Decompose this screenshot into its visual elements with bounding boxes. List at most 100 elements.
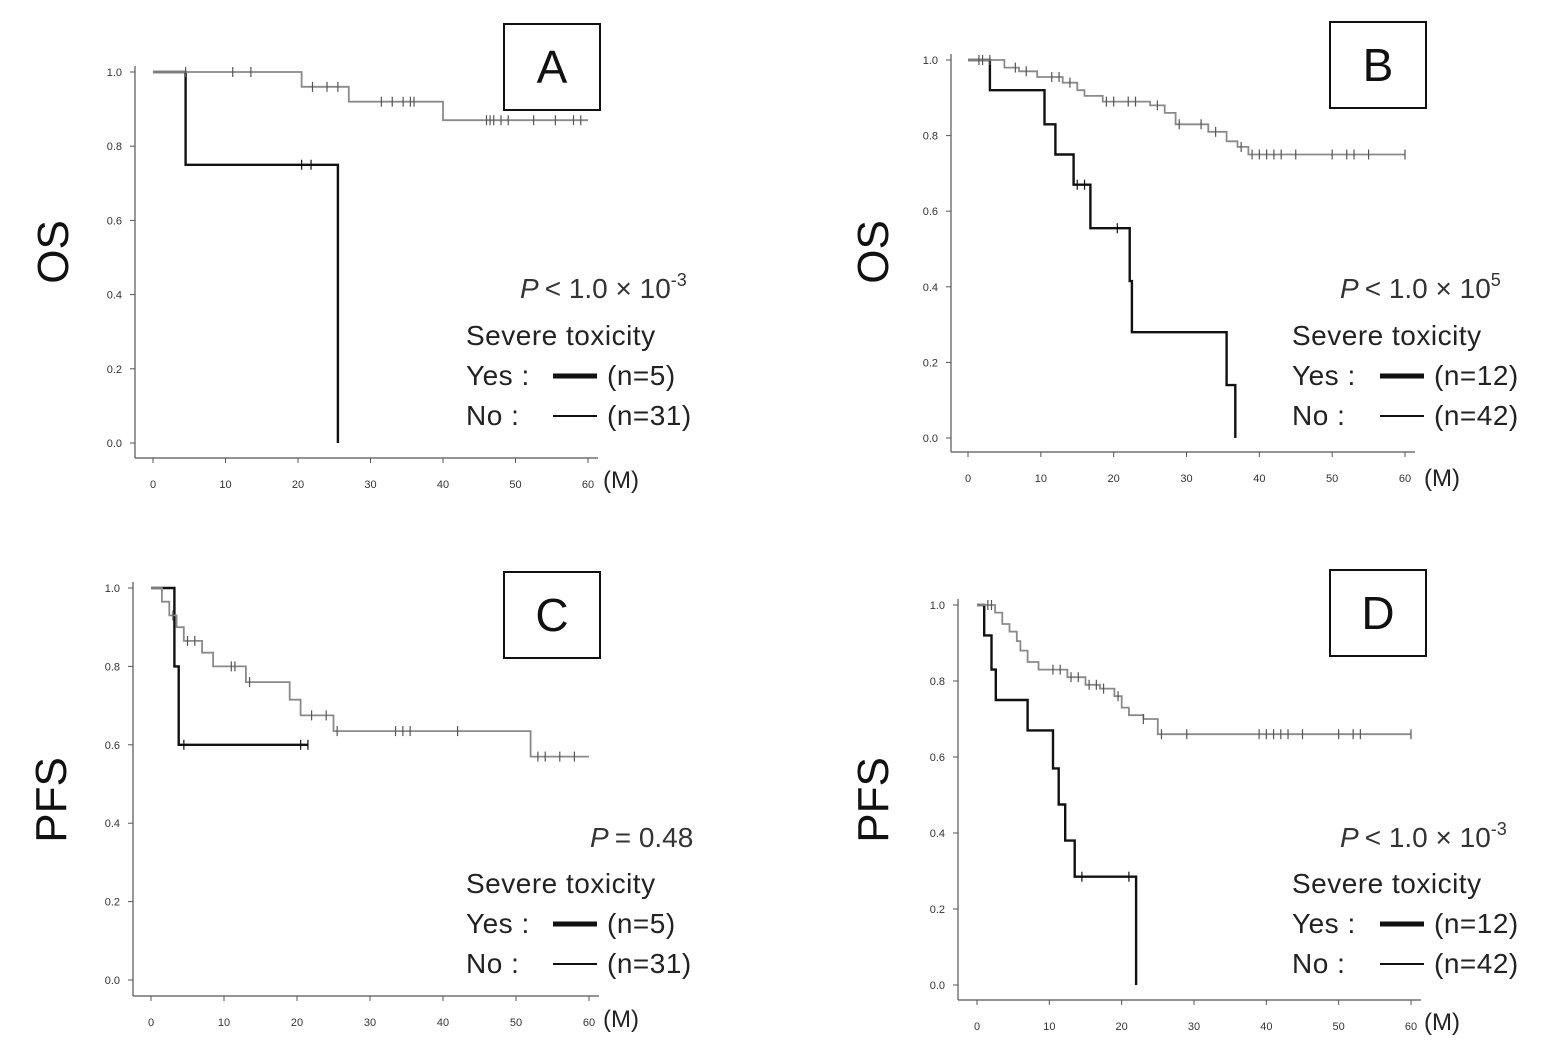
panel-letter-box xyxy=(1329,569,1427,657)
legend-n-yes: (n=5) xyxy=(607,360,676,391)
x-tick-label: 10 xyxy=(1043,1021,1055,1033)
y-tick-label: 0.2 xyxy=(923,357,938,369)
y-axis-label: PFS xyxy=(849,757,898,843)
panel-letter-box xyxy=(1329,21,1427,109)
legend-title: Severe toxicity xyxy=(1292,320,1482,351)
x-tick-label: 0 xyxy=(150,479,156,491)
x-tick-label: 30 xyxy=(364,1017,376,1029)
x-tick-label: 0 xyxy=(148,1017,154,1029)
km-curve-yes xyxy=(968,58,1237,438)
y-tick-label: 0.2 xyxy=(930,904,945,916)
legend-n-no: (n=42) xyxy=(1434,948,1519,979)
x-tick-label: 60 xyxy=(583,1017,595,1029)
panel-d: 0.0 0.2 0.4 0.6 0.8 1.0 0 10 20 30 40 50 60 (M) PFS D P <… xyxy=(849,569,1519,1036)
panel-c: 0.0 0.2 0.4 0.6 0.8 1.0 0 10 20 30 40 50 60 (M) PFS C P =… xyxy=(27,571,693,1033)
x-tick-label: 50 xyxy=(1326,473,1338,485)
p-value-exponent: -3 xyxy=(1491,819,1507,839)
x-tick-label: 60 xyxy=(1405,1021,1417,1033)
y-tick-label: 0.2 xyxy=(107,364,122,376)
x-axis-unit: (M) xyxy=(1424,1009,1460,1036)
p-value: P < 1.0 × 10-3 xyxy=(520,270,687,304)
legend-title: Severe toxicity xyxy=(1292,868,1482,899)
km-curve-yes xyxy=(153,70,340,443)
legend-n-no: (n=31) xyxy=(607,948,692,979)
y-tick-label: 0.8 xyxy=(107,141,122,153)
x-tick-label: 60 xyxy=(1399,473,1411,485)
legend-title: Severe toxicity xyxy=(466,868,656,899)
legend-label-no: No : xyxy=(1292,948,1345,979)
p-value-exponent: -3 xyxy=(671,270,687,290)
panel-letter-box xyxy=(503,23,601,111)
panel-letter: B xyxy=(1363,39,1394,91)
x-tick-label: 0 xyxy=(965,473,971,485)
y-tick-label: 0.8 xyxy=(930,676,945,688)
x-tick-label: 10 xyxy=(218,1017,230,1029)
y-tick-label: 0.2 xyxy=(105,897,120,909)
panel-a: 0.0 0.2 0.4 0.6 0.8 1.0 0 10 20 30 40 50 60 (M) OS A P < … xyxy=(29,23,692,494)
legend-label-yes: Yes : xyxy=(1292,908,1356,939)
y-tick-label: 0.6 xyxy=(923,206,938,218)
x-tick-label: 40 xyxy=(437,479,449,491)
x-tick-label: 30 xyxy=(364,479,376,491)
y-axis-label: OS xyxy=(29,220,78,284)
x-tick-label: 20 xyxy=(292,479,304,491)
y-tick-label: 0.4 xyxy=(105,818,120,830)
x-tick-label: 50 xyxy=(510,1017,522,1029)
legend-label-no: No : xyxy=(466,948,519,979)
legend-title: Severe toxicity xyxy=(466,320,656,351)
km-curve-no xyxy=(968,59,1405,156)
p-value: P < 1.0 × 105 xyxy=(1340,270,1501,304)
x-tick-label: 30 xyxy=(1188,1021,1200,1033)
panel-letter: C xyxy=(535,589,568,641)
p-value-text: < 1.0 × 10 xyxy=(545,273,671,304)
x-axis-unit: (M) xyxy=(603,1006,639,1033)
y-tick-label: 0.8 xyxy=(105,661,120,673)
x-tick-label: 50 xyxy=(1333,1021,1345,1033)
km-curve-no xyxy=(977,604,1411,736)
p-value: P < 1.0 × 10-3 xyxy=(1340,819,1507,853)
legend-n-no: (n=42) xyxy=(1434,400,1519,431)
legend-label-yes: Yes : xyxy=(466,360,530,391)
p-value-text: < 1.0 × 10 xyxy=(1365,822,1491,853)
x-tick-label: 50 xyxy=(509,479,521,491)
y-tick-label: 0.0 xyxy=(930,980,945,992)
y-tick-label: 1.0 xyxy=(107,67,122,79)
p-value-prefix: P xyxy=(590,822,609,853)
y-tick-label: 0.4 xyxy=(930,828,945,840)
legend-n-yes: (n=12) xyxy=(1434,908,1519,939)
x-tick-label: 40 xyxy=(437,1017,449,1029)
x-tick-label: 0 xyxy=(974,1021,980,1033)
x-tick-label: 20 xyxy=(291,1017,303,1029)
y-tick-label: 0.0 xyxy=(107,438,122,450)
x-axis-unit: (M) xyxy=(1424,465,1460,492)
km-curve-yes xyxy=(151,586,308,746)
y-tick-label: 1.0 xyxy=(930,600,945,612)
p-value-text: = 0.48 xyxy=(615,822,694,853)
p-value-prefix: P xyxy=(1340,822,1359,853)
km-curve-no xyxy=(153,71,588,122)
y-tick-label: 0.0 xyxy=(105,975,120,987)
legend-n-no: (n=31) xyxy=(607,400,692,431)
km-curve-no xyxy=(151,587,589,758)
y-tick-label: 0.6 xyxy=(105,740,120,752)
x-tick-label: 30 xyxy=(1180,473,1192,485)
y-tick-label: 0.0 xyxy=(923,433,938,445)
y-tick-label: 0.8 xyxy=(923,131,938,143)
p-value-text: < 1.0 × 10 xyxy=(1365,273,1491,304)
x-tick-label: 20 xyxy=(1116,1021,1128,1033)
panel-letter: D xyxy=(1361,587,1394,639)
y-tick-label: 0.4 xyxy=(923,282,938,294)
x-tick-label: 60 xyxy=(582,479,594,491)
panel-letter-box xyxy=(503,571,601,659)
x-axis-unit: (M) xyxy=(603,467,639,494)
p-value: P = 0.48 xyxy=(590,822,693,853)
x-tick-label: 40 xyxy=(1253,473,1265,485)
legend-label-yes: Yes : xyxy=(466,908,530,939)
p-value-prefix: P xyxy=(1340,273,1359,304)
x-tick-label: 40 xyxy=(1260,1021,1272,1033)
y-tick-label: 0.6 xyxy=(107,215,122,227)
legend-label-yes: Yes : xyxy=(1292,360,1356,391)
panel-b: 0.0 0.2 0.4 0.6 0.8 1.0 0 10 20 30 40 50 60 (M) OS B P < … xyxy=(849,21,1519,492)
p-value-exponent: 5 xyxy=(1491,270,1501,290)
